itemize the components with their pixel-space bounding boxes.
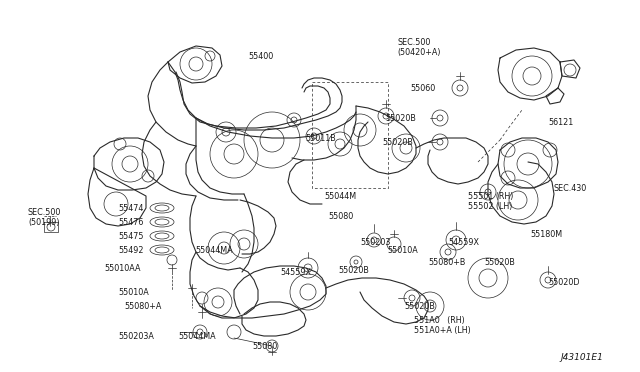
Text: 55020B: 55020B: [338, 266, 369, 275]
Text: 56121: 56121: [548, 118, 573, 127]
Text: 55475: 55475: [118, 232, 143, 241]
Text: 55011B: 55011B: [305, 134, 336, 143]
Text: SEC.500
(50199): SEC.500 (50199): [28, 208, 61, 227]
Text: 55020B: 55020B: [385, 114, 416, 123]
Text: 55020D: 55020D: [548, 278, 579, 287]
Text: 55080: 55080: [328, 212, 353, 221]
Text: 550203: 550203: [360, 238, 390, 247]
Text: 55020B: 55020B: [484, 258, 515, 267]
Text: 55180M: 55180M: [530, 230, 562, 239]
Text: 55080+B: 55080+B: [428, 258, 465, 267]
Text: 55020B: 55020B: [382, 138, 413, 147]
Text: 55476: 55476: [118, 218, 143, 227]
Text: J43101E1: J43101E1: [560, 353, 603, 362]
Text: 55010AA: 55010AA: [104, 264, 141, 273]
Text: 55044M: 55044M: [324, 192, 356, 201]
Text: 55492: 55492: [118, 246, 143, 255]
Text: 55080: 55080: [252, 342, 277, 351]
Text: 55044MA: 55044MA: [195, 246, 232, 255]
Text: 55020B: 55020B: [404, 302, 435, 311]
Text: 55080+A: 55080+A: [124, 302, 161, 311]
Text: 551A0   (RH)
551A0+A (LH): 551A0 (RH) 551A0+A (LH): [414, 316, 471, 336]
Text: SEC.430: SEC.430: [554, 184, 588, 193]
Text: 550203A: 550203A: [118, 332, 154, 341]
Text: 55060: 55060: [410, 84, 435, 93]
Text: 55400: 55400: [248, 52, 273, 61]
Text: 55044MA: 55044MA: [178, 332, 216, 341]
Text: SEC.500
(50420+A): SEC.500 (50420+A): [397, 38, 440, 57]
Text: 54559X: 54559X: [448, 238, 479, 247]
Text: 55501 (RH)
55502 (LH): 55501 (RH) 55502 (LH): [468, 192, 513, 211]
Text: 55474: 55474: [118, 204, 143, 213]
Text: 55010A: 55010A: [118, 288, 148, 297]
Text: 55010A: 55010A: [387, 246, 418, 255]
Text: 54559X: 54559X: [280, 268, 311, 277]
